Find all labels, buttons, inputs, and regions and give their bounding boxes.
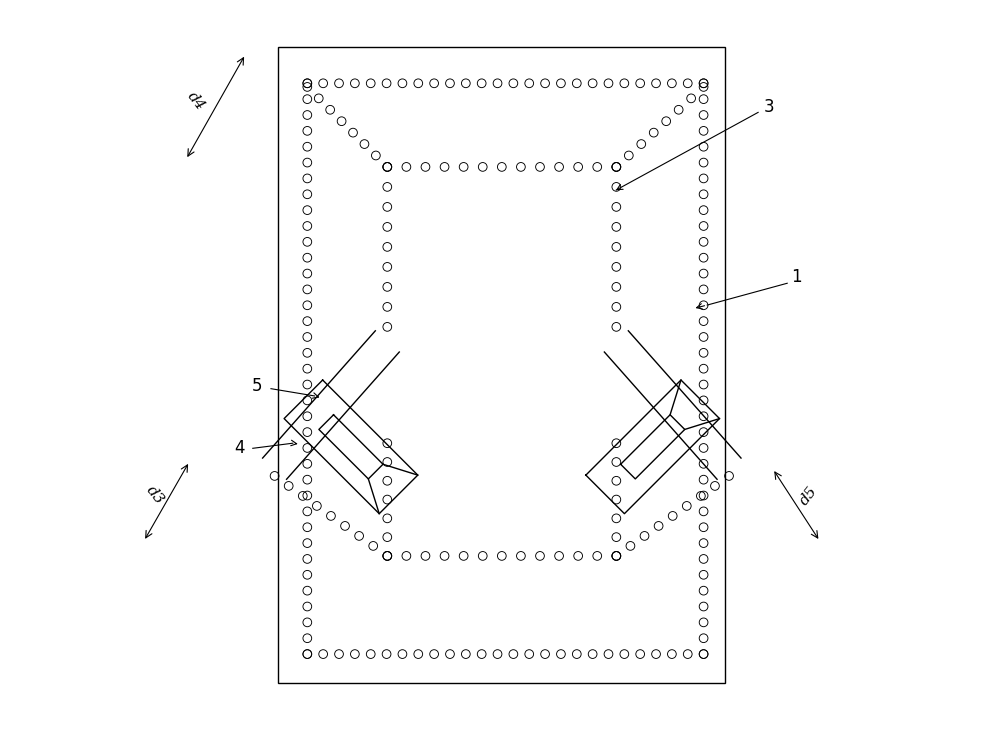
Text: 3: 3 bbox=[763, 99, 774, 116]
Text: 4: 4 bbox=[235, 439, 245, 457]
Bar bbox=[278, 47, 725, 683]
Text: d3: d3 bbox=[143, 484, 166, 508]
Text: 5: 5 bbox=[251, 377, 262, 396]
Text: d4: d4 bbox=[185, 90, 208, 113]
Text: 1: 1 bbox=[791, 268, 801, 287]
Text: d5: d5 bbox=[798, 484, 821, 508]
